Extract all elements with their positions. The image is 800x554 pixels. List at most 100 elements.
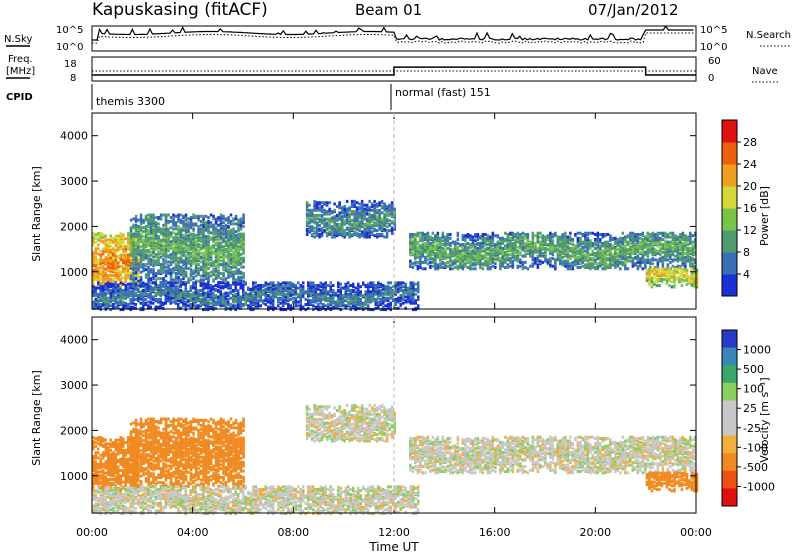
power-cell [678,277,681,281]
power-cell [546,234,550,238]
power-cell [439,250,442,254]
power-cell [574,233,577,236]
power-cell [536,235,540,239]
power-cell [169,281,172,285]
power-cell [656,262,660,266]
power-cell [184,216,188,220]
nsky-trace [92,24,694,41]
power-cell [149,226,153,230]
power-cell [127,305,130,309]
power-cell [641,250,645,254]
power-cell [182,214,185,218]
power-cell [229,252,233,256]
power-cell [501,249,505,253]
power-cell [172,300,175,304]
power-cell [159,227,163,231]
power-cell [167,260,170,264]
power-cell [616,238,620,241]
power-cell [654,248,657,252]
power-cell [172,217,175,221]
power-cell [162,282,165,286]
power-cell [489,260,492,264]
power-cell [219,272,223,275]
power-cell [104,238,107,242]
power-cell [393,221,396,225]
power-cell [112,261,115,265]
power-cell [204,235,208,239]
power-cell [112,256,115,260]
power-cell [127,246,130,249]
power-cell [616,263,620,267]
power-cell [411,235,415,239]
power-cell [663,274,666,277]
power-cell [419,260,422,264]
power-cell [237,256,240,260]
power-cell [109,300,112,304]
power-cell [132,278,135,282]
power-cell [651,257,655,261]
power-cell [222,214,225,218]
power-cell [174,281,177,285]
power-cell [360,213,364,217]
power-cell [107,276,110,280]
power-cell [184,246,188,250]
power-cell [112,277,115,281]
power-cell [202,274,205,278]
power-cell [360,220,364,224]
power-cell [584,263,587,267]
power-cell [409,245,412,249]
power-cell [157,260,160,264]
power-cell [142,251,145,255]
power-cell [184,291,187,295]
power-cell [94,247,97,251]
power-cell [127,253,130,257]
power-cell [182,274,185,278]
power-cell [479,235,482,239]
power-cell [683,279,686,283]
power-cell [132,305,135,309]
power-cell [370,224,374,228]
power-cell [127,274,130,277]
power-cell [232,252,235,256]
power-cell [325,201,329,205]
power-cell [383,206,386,210]
power-cell [202,282,205,286]
power-cell [571,246,575,250]
power-cell [99,249,102,253]
power-cell [99,266,102,270]
power-cell [162,265,165,269]
power-cell [313,207,316,211]
power-cell [365,210,369,214]
power-cell [328,207,331,211]
power-cell [539,259,542,263]
power-cell [227,268,230,272]
power-cell [92,239,95,243]
power-cell [99,276,102,280]
power-cell [149,287,152,291]
power-cell [494,234,497,238]
power-cell [99,270,102,274]
power-cell [561,240,565,244]
power-cell [94,261,97,265]
power-cell [375,219,379,222]
power-cell [566,243,570,247]
power-cell [144,254,148,258]
power-cell [668,284,671,288]
power-cell [338,211,341,215]
power-cell [526,243,530,247]
power-cell [454,253,457,257]
power-cell [564,264,567,268]
power-cell [99,235,102,239]
power-cell [539,252,542,255]
power-cell [675,270,679,274]
power-cell [202,245,205,249]
power-cell [569,262,572,266]
power-cell [539,249,542,253]
power-cell [655,277,659,281]
power-cell [107,248,110,252]
power-cell [464,234,467,238]
power-cell [174,258,178,261]
power-cell [459,257,462,261]
power-cell [237,280,240,284]
power-cell [489,255,492,259]
